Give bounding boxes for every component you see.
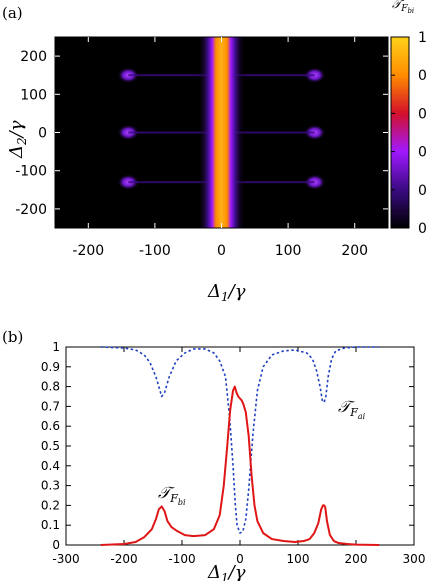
x-tick-label: 200 — [345, 552, 368, 566]
y-tick-label: 0.4 — [41, 459, 60, 473]
y-tick-label: -200 — [15, 202, 47, 218]
y-tick-label: 0.8 — [41, 380, 60, 394]
y-tick-label: 0.6 — [41, 419, 60, 433]
x-tick-label: 0 — [236, 552, 244, 566]
panel-b-xlabel: Δ1/γ — [207, 562, 246, 581]
colorbar: 1 0 0 0 0 0 — [390, 30, 427, 237]
y-tick-label: 0.2 — [41, 498, 60, 512]
y-tick-label: 1 — [52, 340, 60, 354]
line-plot-frame — [65, 346, 415, 546]
series-line-1 — [100, 385, 380, 546]
y-tick-label: 0.3 — [41, 479, 60, 493]
series-ta-label: 𝒯Fai — [338, 397, 366, 421]
y-tick-label: 0.7 — [41, 399, 60, 413]
y-tick-label: 100 — [20, 87, 47, 103]
x-tick-label: 100 — [275, 243, 302, 259]
y-tick-label: 200 — [20, 49, 47, 65]
x-tick-label: -300 — [52, 552, 79, 566]
y-tick-label: 0.5 — [41, 439, 60, 453]
panel-b-label: (b) — [2, 328, 23, 346]
colorbar-gradient — [390, 36, 410, 229]
colorbar-tick-label: 0 — [418, 68, 427, 84]
x-tick-label: -100 — [139, 243, 171, 259]
series-line-0 — [100, 346, 380, 534]
y-tick-label: 0.1 — [41, 518, 60, 532]
x-tick-label: 300 — [403, 552, 426, 566]
colorbar-tick-label: 0 — [418, 183, 427, 199]
heatmap-central-band — [198, 37, 245, 228]
series-tb-label: 𝒯Fbi — [158, 483, 186, 507]
y-tick-label: 0 — [38, 126, 47, 142]
panel-a-label: (a) — [2, 4, 23, 22]
line-plot-axes: -300 -200 -100 0 100 200 300 0 0.1 0.2 0.3 0.4 0.5 0.… — [41, 340, 426, 566]
x-tick-label: 0 — [217, 243, 226, 259]
colorbar-title: 𝒯Fbi — [392, 0, 414, 15]
colorbar-tick-label: 0 — [418, 221, 427, 237]
line-plot-series — [100, 346, 380, 546]
y-tick-label: 0 — [52, 538, 60, 552]
colorbar-tick-label: 0 — [418, 145, 427, 161]
y-tick-label: 0.9 — [41, 360, 60, 374]
colorbar-tick-label: 1 — [418, 30, 427, 46]
colorbar-tick-label: 0 — [418, 106, 427, 122]
colorbar-ticks: 1 0 0 0 0 0 — [391, 30, 427, 237]
x-tick-label: 200 — [341, 243, 368, 259]
x-tick-label: -200 — [110, 552, 137, 566]
panel-a-ylabel: Δ2/γ — [6, 120, 29, 159]
heatmap-axes: -200 -100 0 100 200 200 100 0 -100 -200 — [15, 37, 388, 259]
panel-a-xlabel: Δ1/γ — [207, 281, 246, 304]
x-tick-label: -100 — [168, 552, 195, 566]
x-tick-label: 100 — [287, 552, 310, 566]
y-tick-label: -100 — [15, 164, 47, 180]
heatmap — [55, 37, 388, 228]
x-tick-label: -200 — [72, 243, 104, 259]
